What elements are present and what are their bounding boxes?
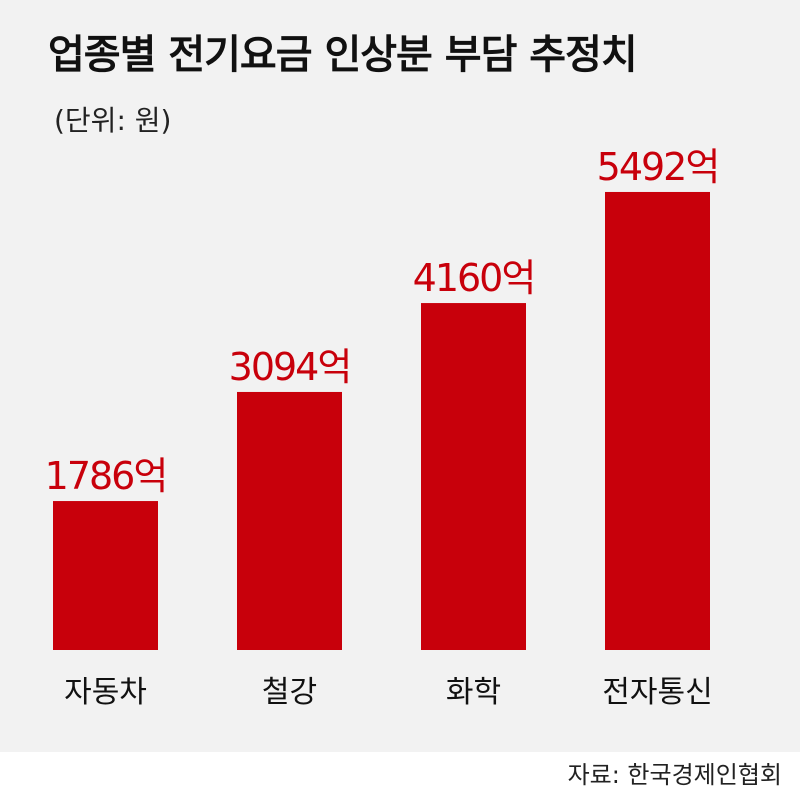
x-tick-label: 화학	[446, 675, 501, 710]
x-tick-label: 전자통신	[602, 675, 712, 710]
bar	[605, 191, 710, 650]
value-label: 5492억	[597, 145, 719, 189]
value-label: 1786억	[45, 454, 167, 498]
chart-subtitle: (단위: 원)	[54, 104, 172, 137]
x-tick-label: 자동차	[64, 675, 147, 710]
footer-band	[0, 752, 800, 801]
bar	[421, 303, 526, 650]
chart-title: 업종별 전기요금 인상분 부담 추정치	[48, 32, 638, 78]
x-tick-label: 철강	[262, 675, 317, 710]
header: 업종별 전기요금 인상분 부담 추정치 (단위: 원)	[48, 26, 668, 154]
value-label: 3094억	[229, 345, 351, 389]
source: 자료: 한국경제인협회	[568, 761, 782, 789]
bar	[53, 501, 158, 650]
value-label: 4160억	[413, 256, 535, 300]
bar	[237, 391, 342, 650]
